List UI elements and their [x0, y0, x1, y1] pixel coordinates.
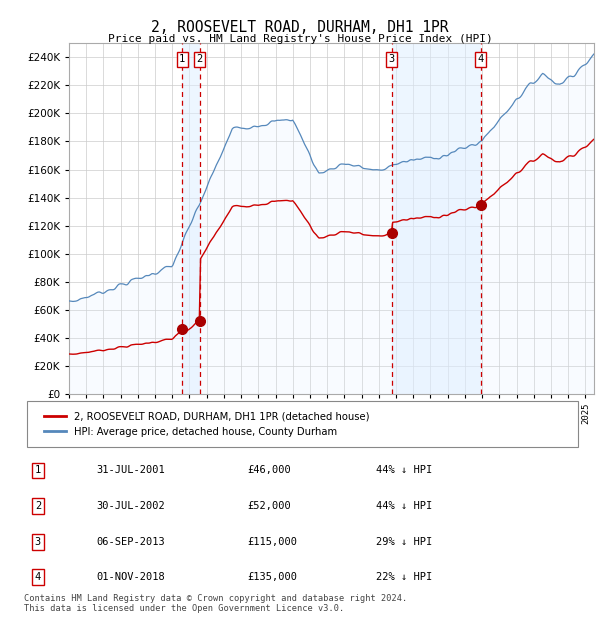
Text: Contains HM Land Registry data © Crown copyright and database right 2024.
This d: Contains HM Land Registry data © Crown c… — [24, 594, 407, 613]
Text: £115,000: £115,000 — [247, 537, 297, 547]
Text: 06-SEP-2013: 06-SEP-2013 — [97, 537, 165, 547]
Text: 2: 2 — [196, 54, 203, 64]
Text: £52,000: £52,000 — [247, 501, 291, 511]
Text: 2, ROOSEVELT ROAD, DURHAM, DH1 1PR: 2, ROOSEVELT ROAD, DURHAM, DH1 1PR — [151, 20, 449, 35]
Text: 44% ↓ HPI: 44% ↓ HPI — [376, 501, 432, 511]
FancyBboxPatch shape — [27, 401, 578, 447]
Bar — [182, 43, 200, 394]
Text: 01-NOV-2018: 01-NOV-2018 — [97, 572, 165, 582]
Text: 4: 4 — [35, 572, 41, 582]
Bar — [392, 43, 481, 394]
Text: 4: 4 — [478, 54, 484, 64]
Text: 22% ↓ HPI: 22% ↓ HPI — [376, 572, 432, 582]
Text: 2: 2 — [35, 501, 41, 511]
Text: 3: 3 — [35, 537, 41, 547]
Text: 1: 1 — [35, 466, 41, 476]
Text: 29% ↓ HPI: 29% ↓ HPI — [376, 537, 432, 547]
Text: Price paid vs. HM Land Registry's House Price Index (HPI): Price paid vs. HM Land Registry's House … — [107, 34, 493, 44]
Text: 44% ↓ HPI: 44% ↓ HPI — [376, 466, 432, 476]
Text: 1: 1 — [179, 54, 185, 64]
Text: 31-JUL-2001: 31-JUL-2001 — [97, 466, 165, 476]
Legend: 2, ROOSEVELT ROAD, DURHAM, DH1 1PR (detached house), HPI: Average price, detache: 2, ROOSEVELT ROAD, DURHAM, DH1 1PR (deta… — [40, 407, 374, 441]
Text: £135,000: £135,000 — [247, 572, 297, 582]
Text: £46,000: £46,000 — [247, 466, 291, 476]
Text: 30-JUL-2002: 30-JUL-2002 — [97, 501, 165, 511]
Text: 3: 3 — [389, 54, 395, 64]
